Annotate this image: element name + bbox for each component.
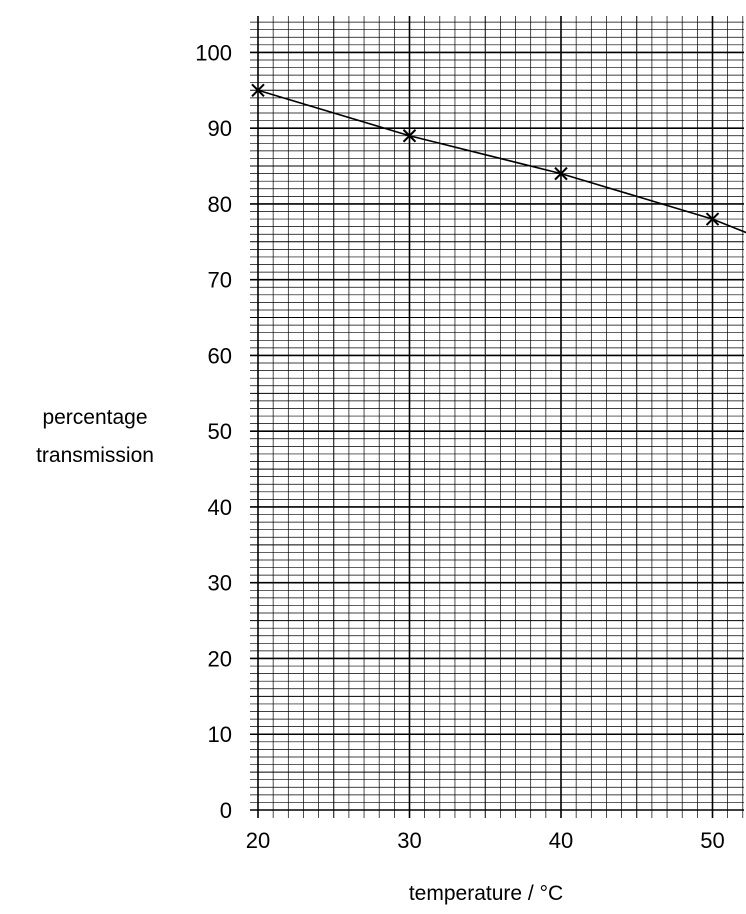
- series-line: [257, 89, 746, 234]
- x-tick-label: 30: [397, 828, 421, 853]
- x-tick-label: 20: [246, 828, 270, 853]
- x-tick-label: 50: [700, 828, 724, 853]
- data-point-marker: [402, 129, 417, 143]
- data-point-marker: [251, 83, 265, 97]
- data-point-marker: [554, 166, 568, 181]
- y-tick-label: 40: [208, 495, 232, 520]
- marker-stroke: [251, 83, 265, 97]
- x-tick-label: 40: [549, 828, 573, 853]
- y-tick-label: 10: [208, 722, 232, 747]
- y-tick-label: 30: [208, 571, 232, 596]
- data-point-marker: [705, 212, 720, 226]
- y-tick-label: 60: [208, 343, 232, 368]
- marker-stroke: [554, 166, 568, 181]
- x-axis-label: temperature / °C: [409, 882, 563, 905]
- y-axis-label-line-2: transmission: [36, 444, 154, 467]
- grid: [250, 16, 744, 818]
- y-axis-label-line-1: percentage: [42, 406, 147, 429]
- marker-stroke: [705, 212, 720, 226]
- y-tick-label: 90: [208, 116, 232, 141]
- y-tick-label: 100: [195, 40, 232, 65]
- y-tick-label: 0: [220, 798, 232, 823]
- y-tick-label: 20: [208, 646, 232, 671]
- y-tick-label: 80: [208, 192, 232, 217]
- y-tick-label: 50: [208, 419, 232, 444]
- y-tick-label: 70: [208, 268, 232, 293]
- tick-labels: 203040506070800102030405060708090100: [195, 40, 724, 853]
- data-series: [251, 83, 746, 234]
- marker-stroke: [402, 129, 417, 143]
